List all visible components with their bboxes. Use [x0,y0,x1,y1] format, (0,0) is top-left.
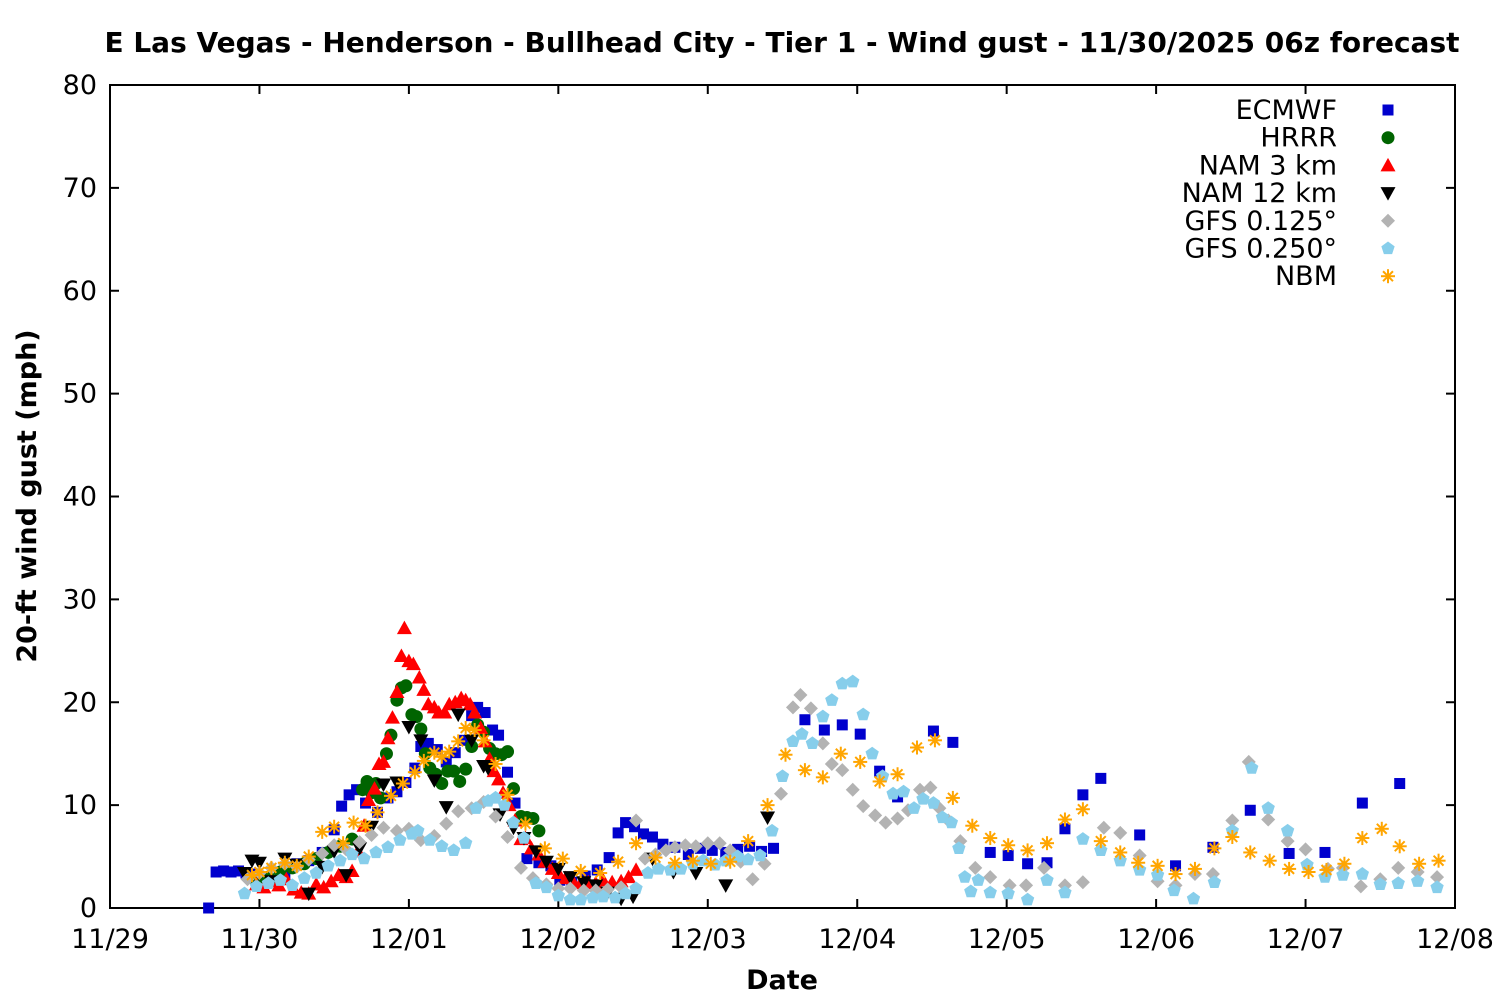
legend-label: NBM [1275,261,1337,292]
x-tick-label: 12/01 [370,924,448,955]
y-tick-label: 40 [63,482,97,513]
x-tick-label: 12/03 [669,924,747,955]
y-tick-label: 30 [63,584,97,615]
legend-label: HRRR [1260,123,1337,154]
y-axis-ticks: 0 10 20 30 40 50 60 70 80 [63,70,1455,924]
x-tick-label: 12/04 [818,924,896,955]
x-tick-label: 12/06 [1117,924,1195,955]
y-tick-label: 20 [63,687,97,718]
legend-label: GFS 0.125° [1185,206,1338,237]
legend-label: GFS 0.250° [1185,234,1338,265]
x-tick-label: 11/30 [221,924,299,955]
y-tick-label: 70 [63,173,97,204]
x-tick-label: 12/08 [1416,924,1494,955]
legend-label: ECMWF [1236,95,1337,126]
x-tick-label: 12/07 [1267,924,1345,955]
y-tick-label: 50 [63,379,97,410]
y-tick-label: 60 [63,276,97,307]
x-tick-label: 12/05 [968,924,1046,955]
y-tick-label: 10 [63,790,97,821]
chart-layer: 11/29 11/30 12/01 12/02 12/03 12/04 12/05 12/06… [63,70,1494,955]
x-axis-label: Date [746,965,818,996]
legend-label: NAM 12 km [1182,178,1337,209]
chart-title: E Las Vegas - Henderson - Bullhead City … [104,26,1459,59]
legend-item-gfs-0-125: GFS 0.125° [1185,206,1395,237]
legend-item-nam-3-km: NAM 3 km [1199,150,1396,181]
legend-item-nbm: NBM [1275,261,1395,292]
x-tick-label: 11/29 [71,924,149,955]
y-tick-label: 0 [80,893,97,924]
x-axis-ticks: 11/29 11/30 12/01 12/02 12/03 12/04 12/05 12/06… [71,85,1494,955]
series-nbm [244,720,1446,883]
y-axis-label: 20-ft wind gust (mph) [12,329,43,662]
y-tick-label: 80 [63,70,97,101]
legend-item-nam-12-km: NAM 12 km [1182,178,1396,209]
x-tick-label: 12/02 [519,924,597,955]
legend-item-hrrr: HRRR [1260,123,1395,154]
legend-item-gfs-0-250: GFS 0.250° [1185,234,1395,265]
legend-item-ecmwf: ECMWF [1236,95,1394,126]
series-gfs-0-250 [237,674,1444,906]
legend-label: NAM 3 km [1199,150,1337,181]
